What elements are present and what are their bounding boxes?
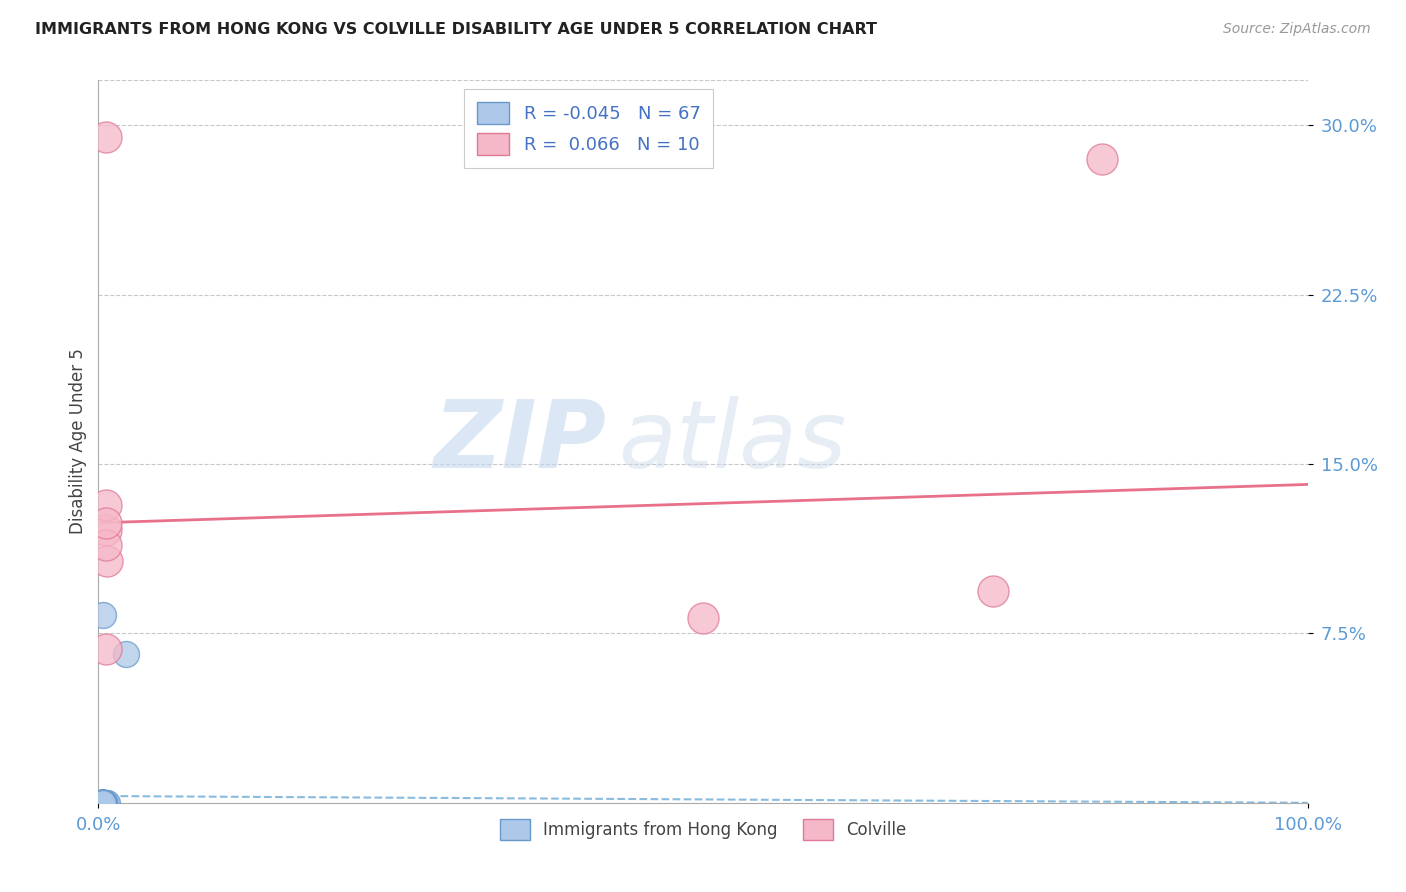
Point: [91, 796, 114, 810]
Point: [91, 796, 114, 810]
Point: [93, 796, 115, 810]
Point: [91, 796, 114, 810]
Text: IMMIGRANTS FROM HONG KONG VS COLVILLE DISABILITY AGE UNDER 5 CORRELATION CHART: IMMIGRANTS FROM HONG KONG VS COLVILLE DI…: [35, 22, 877, 37]
Point: [90, 796, 112, 810]
Point: [91, 796, 114, 810]
Point: [94, 642, 117, 657]
Point: [91, 796, 114, 810]
Point: [91, 796, 114, 810]
Point: [91, 796, 114, 810]
Text: ZIP: ZIP: [433, 395, 606, 488]
Text: Source: ZipAtlas.com: Source: ZipAtlas.com: [1223, 22, 1371, 37]
Point: [91, 796, 114, 810]
Point: [91, 796, 114, 810]
Point: [91, 796, 114, 810]
Point: [96, 796, 118, 810]
Point: [93, 796, 115, 810]
Point: [91, 796, 114, 810]
Point: [90, 796, 112, 810]
Point: [90, 796, 112, 810]
Point: [90, 796, 112, 810]
Point: [91, 796, 114, 810]
Point: [91, 796, 114, 810]
Point: [94, 516, 117, 530]
Point: [90, 796, 112, 810]
Point: [981, 583, 1004, 598]
Point: [93, 796, 115, 810]
Point: [91, 796, 114, 810]
Point: [91, 796, 114, 810]
Point: [1091, 153, 1114, 167]
Point: [91, 796, 114, 810]
Point: [90, 796, 112, 810]
Point: [90, 796, 112, 810]
Point: [96, 554, 118, 568]
Point: [91, 796, 114, 810]
Point: [91, 796, 114, 810]
Point: [90, 796, 112, 810]
Point: [90, 796, 112, 810]
Point: [91, 796, 114, 810]
Point: [91, 796, 114, 810]
Point: [91, 796, 114, 810]
Point: [91, 608, 114, 623]
Point: [94, 523, 117, 537]
Point: [91, 796, 114, 810]
Point: [93, 796, 115, 810]
Legend: Immigrants from Hong Kong, Colville: Immigrants from Hong Kong, Colville: [494, 813, 912, 847]
Point: [91, 796, 114, 810]
Point: [90, 796, 112, 810]
Point: [94, 498, 117, 512]
Point: [91, 796, 114, 810]
Point: [91, 796, 114, 810]
Point: [90, 796, 112, 810]
Point: [91, 796, 114, 810]
Point: [93, 796, 115, 810]
Point: [93, 796, 115, 810]
Point: [91, 796, 114, 810]
Point: [90, 796, 112, 810]
Point: [91, 796, 114, 810]
Point: [90, 796, 112, 810]
Point: [91, 796, 114, 810]
Point: [91, 796, 114, 810]
Point: [91, 796, 114, 810]
Point: [90, 796, 112, 810]
Point: [91, 796, 114, 810]
Point: [94, 129, 117, 144]
Point: [91, 796, 114, 810]
Point: [91, 796, 114, 810]
Point: [91, 796, 114, 810]
Point: [91, 796, 114, 810]
Point: [91, 796, 114, 810]
Point: [94, 796, 117, 810]
Point: [115, 647, 138, 661]
Point: [692, 610, 714, 624]
Point: [91, 796, 114, 810]
Point: [90, 796, 112, 810]
Y-axis label: Disability Age Under 5: Disability Age Under 5: [69, 349, 87, 534]
Point: [91, 796, 114, 810]
Point: [91, 796, 114, 810]
Text: atlas: atlas: [619, 396, 846, 487]
Point: [91, 796, 114, 810]
Point: [91, 796, 114, 810]
Point: [94, 538, 117, 552]
